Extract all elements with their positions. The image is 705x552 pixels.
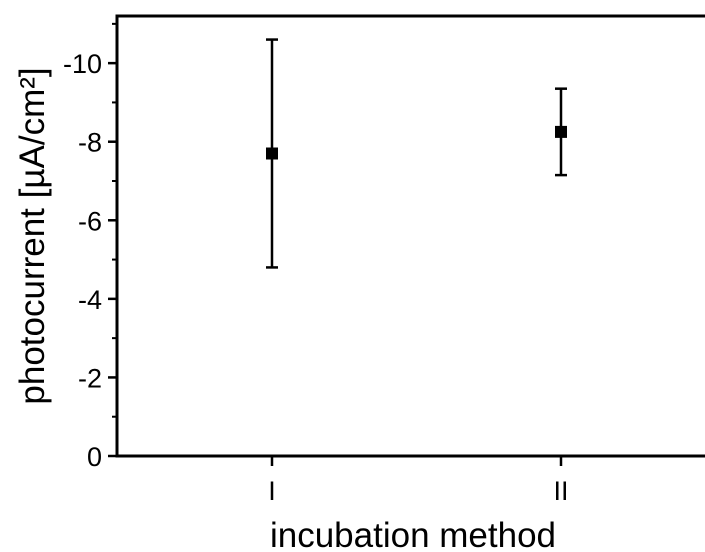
x-tick-label: I bbox=[268, 476, 276, 506]
y-tick-label: -8 bbox=[78, 128, 102, 158]
y-tick-label: -10 bbox=[63, 49, 102, 79]
y-tick-label: -2 bbox=[78, 363, 102, 393]
data-marks bbox=[266, 38, 567, 269]
y-ticks: 0 -2 -4 -6 -8 -10 bbox=[63, 22, 117, 472]
x-tick-label: II bbox=[553, 476, 568, 506]
y-tick-label: 0 bbox=[87, 442, 102, 472]
y-tick-label: -6 bbox=[78, 206, 102, 236]
data-point bbox=[266, 147, 278, 160]
axes-frame bbox=[115, 14, 705, 458]
data-point bbox=[555, 125, 567, 138]
y-tick-label: -4 bbox=[78, 285, 102, 315]
y-axis-label: photocurrent [µA/cm²] bbox=[13, 67, 52, 404]
x-ticks: I II bbox=[268, 456, 569, 506]
x-axis-label: incubation method bbox=[270, 516, 556, 552]
